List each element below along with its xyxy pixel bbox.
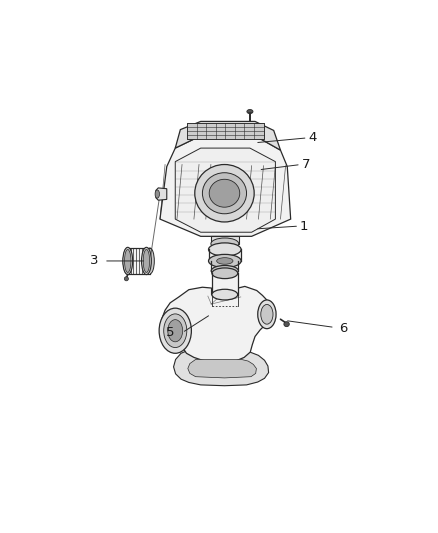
Ellipse shape xyxy=(258,300,276,329)
Text: 1: 1 xyxy=(300,220,308,232)
Polygon shape xyxy=(175,122,280,150)
Ellipse shape xyxy=(212,268,238,279)
Bar xyxy=(211,261,238,271)
Ellipse shape xyxy=(202,173,247,214)
Text: 6: 6 xyxy=(339,322,347,335)
Ellipse shape xyxy=(124,249,131,272)
Ellipse shape xyxy=(209,179,240,207)
Polygon shape xyxy=(187,123,264,139)
Ellipse shape xyxy=(124,277,128,281)
Polygon shape xyxy=(162,286,271,363)
Bar xyxy=(212,273,238,295)
Ellipse shape xyxy=(143,249,150,272)
Ellipse shape xyxy=(212,289,238,300)
Text: 7: 7 xyxy=(302,158,310,171)
Ellipse shape xyxy=(211,265,238,276)
Ellipse shape xyxy=(168,320,183,342)
Ellipse shape xyxy=(261,304,273,324)
Ellipse shape xyxy=(195,165,254,222)
Ellipse shape xyxy=(247,109,253,114)
Polygon shape xyxy=(211,236,239,244)
Polygon shape xyxy=(188,359,256,378)
Polygon shape xyxy=(173,350,268,386)
Text: 4: 4 xyxy=(308,131,317,144)
Ellipse shape xyxy=(141,247,152,274)
Ellipse shape xyxy=(284,322,290,327)
Polygon shape xyxy=(160,136,291,236)
Ellipse shape xyxy=(217,257,233,264)
Bar xyxy=(128,248,150,274)
Ellipse shape xyxy=(145,248,154,274)
Ellipse shape xyxy=(164,314,187,348)
Ellipse shape xyxy=(208,243,241,256)
Ellipse shape xyxy=(155,190,159,198)
Polygon shape xyxy=(156,188,167,200)
Ellipse shape xyxy=(211,238,239,249)
Text: 5: 5 xyxy=(166,326,174,340)
Polygon shape xyxy=(175,148,276,232)
Ellipse shape xyxy=(159,308,191,353)
Text: 3: 3 xyxy=(89,254,98,268)
Ellipse shape xyxy=(124,248,132,274)
Ellipse shape xyxy=(123,247,133,274)
Ellipse shape xyxy=(208,254,241,268)
Bar xyxy=(208,249,241,261)
